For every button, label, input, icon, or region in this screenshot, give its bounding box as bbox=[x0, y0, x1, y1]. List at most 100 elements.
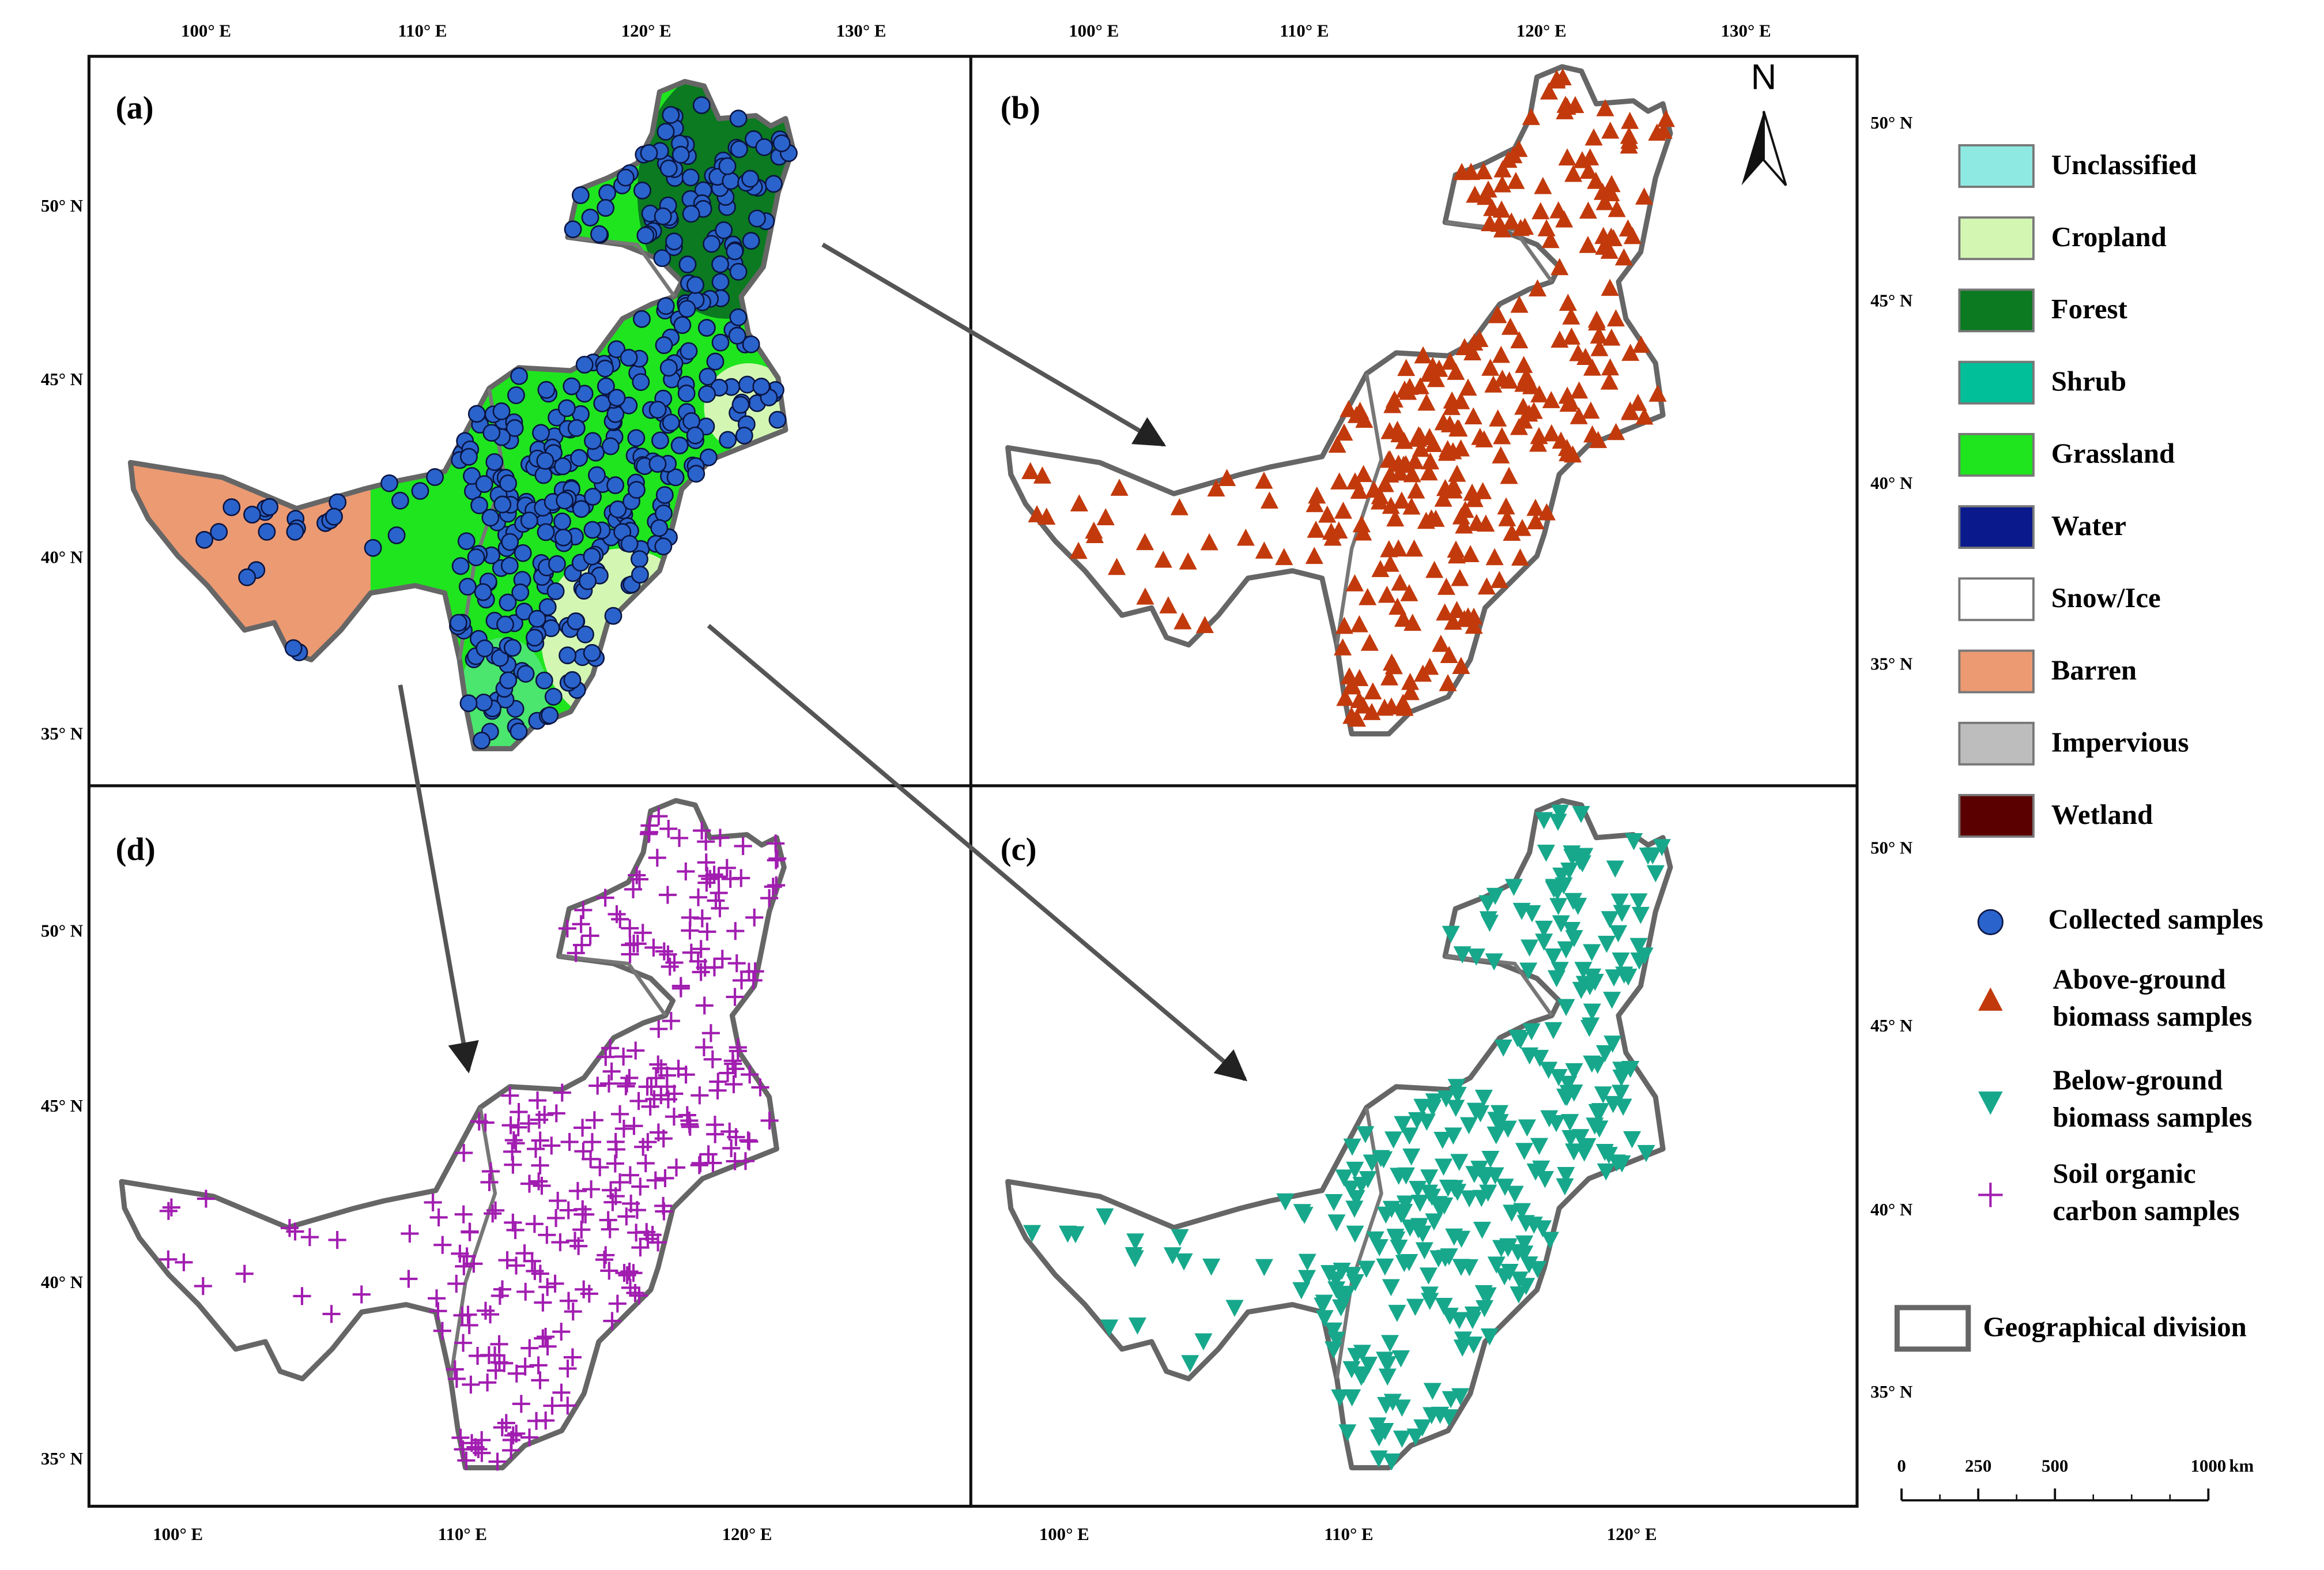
sample-point bbox=[567, 612, 585, 631]
sample-point bbox=[1437, 578, 1455, 595]
sample-point bbox=[1632, 336, 1650, 353]
sample-point bbox=[1023, 1225, 1042, 1243]
sample-point bbox=[1474, 162, 1493, 179]
sample-point bbox=[1391, 1350, 1410, 1368]
sample-point bbox=[459, 1305, 477, 1324]
sample-point bbox=[569, 1237, 588, 1255]
longitude-label: 120° E bbox=[1607, 1524, 1657, 1544]
sample-point bbox=[1535, 933, 1553, 951]
sample-point bbox=[1342, 1180, 1360, 1198]
sample-point bbox=[1453, 946, 1472, 963]
sample-point bbox=[1534, 176, 1552, 194]
sample-point bbox=[1355, 465, 1373, 483]
sample-point bbox=[1464, 407, 1482, 425]
sample-point bbox=[1255, 541, 1273, 559]
sample-point bbox=[1455, 338, 1474, 356]
sample-point bbox=[692, 963, 710, 981]
sample-point bbox=[627, 1223, 646, 1242]
sample-point bbox=[1515, 356, 1533, 373]
sample-point bbox=[1255, 1259, 1273, 1277]
sample-point bbox=[1607, 423, 1625, 440]
sample-point bbox=[1393, 491, 1411, 509]
sample-point bbox=[1531, 1049, 1549, 1067]
legend-label: Geographical division bbox=[1983, 1311, 2246, 1343]
sample-point bbox=[1540, 1110, 1559, 1128]
region-outline bbox=[1005, 797, 1673, 1471]
sample-point bbox=[1506, 1185, 1524, 1203]
sample-points bbox=[1023, 804, 1671, 1471]
sample-point bbox=[1194, 1333, 1213, 1351]
sample-point bbox=[624, 1264, 643, 1282]
sample-point bbox=[665, 1085, 684, 1103]
sample-point bbox=[470, 496, 488, 514]
sample-point bbox=[1345, 1200, 1364, 1218]
map-panel bbox=[119, 797, 787, 1471]
sample-point bbox=[609, 500, 627, 518]
sample-point bbox=[462, 1375, 480, 1394]
sample-point bbox=[1453, 1339, 1472, 1357]
sample-point bbox=[630, 1286, 648, 1305]
sample-point bbox=[1308, 486, 1326, 504]
sample-point bbox=[1350, 481, 1368, 499]
sample-point bbox=[1400, 1127, 1418, 1145]
sample-point bbox=[639, 1230, 657, 1248]
sample-point bbox=[473, 732, 491, 750]
sample-point bbox=[493, 495, 512, 514]
sample-point bbox=[627, 481, 646, 499]
sample-point bbox=[631, 1238, 650, 1257]
sample-point bbox=[1381, 555, 1399, 572]
sample-point bbox=[667, 1158, 686, 1177]
region-outline bbox=[119, 797, 787, 1471]
sample-point bbox=[718, 1064, 737, 1082]
sample-point bbox=[454, 1334, 473, 1352]
sample-point bbox=[585, 1111, 603, 1130]
sample-point bbox=[1465, 333, 1484, 351]
sample-point bbox=[1315, 1294, 1333, 1312]
sample-point bbox=[509, 1118, 527, 1136]
sample-point bbox=[546, 582, 565, 600]
sample-point bbox=[633, 924, 652, 942]
sample-point bbox=[651, 431, 669, 450]
sample-point bbox=[526, 1140, 545, 1158]
sample-point bbox=[1514, 374, 1533, 392]
sample-point bbox=[1579, 236, 1597, 253]
sample-point bbox=[1595, 238, 1613, 255]
latitude-label: 45° N bbox=[41, 370, 83, 389]
sample-point bbox=[534, 1329, 552, 1347]
sample-point bbox=[657, 123, 675, 141]
sample-point bbox=[531, 1156, 549, 1174]
sample-point bbox=[1128, 1317, 1146, 1335]
sample-point bbox=[280, 1219, 299, 1237]
sample-point bbox=[474, 693, 493, 711]
sample-point bbox=[526, 628, 544, 647]
sample-point bbox=[1456, 500, 1474, 518]
sample-point bbox=[399, 1270, 418, 1288]
sample-point bbox=[582, 1150, 600, 1168]
sample-point bbox=[1481, 1151, 1500, 1168]
sample-point bbox=[460, 1316, 478, 1335]
sample-point bbox=[638, 1078, 657, 1096]
sample-point bbox=[1347, 1347, 1365, 1365]
sample-point bbox=[1352, 515, 1371, 533]
sample-point bbox=[649, 1055, 667, 1074]
legend-swatch bbox=[1958, 144, 2035, 188]
legend-swatch bbox=[1894, 1305, 1971, 1352]
sample-point bbox=[1484, 375, 1503, 393]
sample-point bbox=[628, 866, 646, 884]
sample-point bbox=[1601, 121, 1620, 139]
sample-point bbox=[729, 262, 748, 281]
sample-point bbox=[1159, 596, 1178, 613]
sample-point bbox=[1318, 505, 1337, 523]
sample-point bbox=[1260, 491, 1278, 509]
sample-point bbox=[740, 1132, 759, 1151]
sample-point bbox=[1136, 587, 1155, 605]
sample-point bbox=[491, 1286, 509, 1305]
sample-point bbox=[474, 583, 492, 601]
sample-point bbox=[411, 482, 429, 500]
sample-point bbox=[603, 1312, 621, 1330]
sample-point bbox=[1466, 185, 1484, 203]
sample-point bbox=[1336, 688, 1355, 706]
sample-point bbox=[1425, 1213, 1443, 1231]
sample-point bbox=[1402, 497, 1421, 515]
sample-point bbox=[1977, 909, 2004, 935]
